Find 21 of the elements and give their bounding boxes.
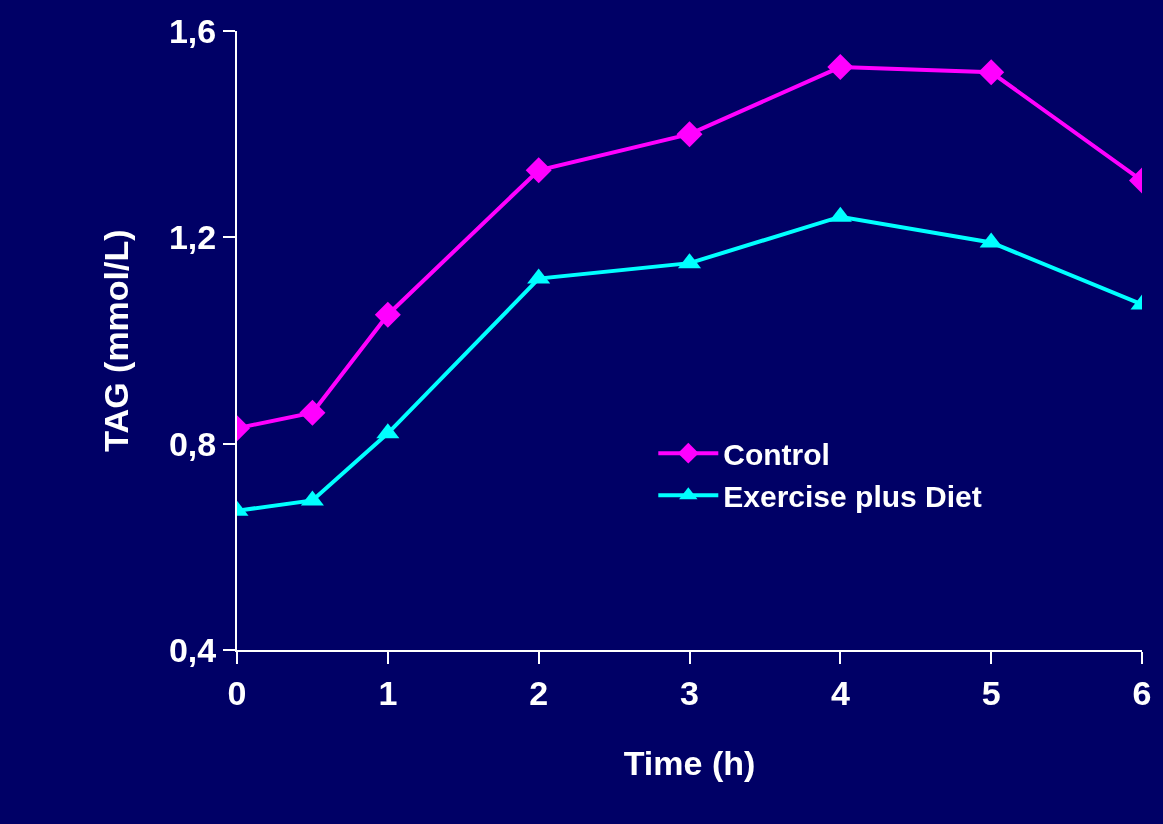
x-tick-label: 5 bbox=[981, 673, 1001, 712]
y-axis-title: TAG (mmol/L) bbox=[97, 229, 136, 452]
y-tick-label: 1,6 bbox=[168, 11, 217, 50]
y-tick-label: 0,8 bbox=[168, 424, 217, 463]
point bbox=[827, 54, 854, 81]
x-tick-label: 0 bbox=[227, 673, 247, 712]
legend-label: Control bbox=[723, 437, 830, 471]
x-tick-label: 4 bbox=[830, 673, 850, 712]
point bbox=[676, 121, 703, 148]
y-tick-label: 0,4 bbox=[168, 630, 217, 669]
point bbox=[978, 59, 1005, 86]
x-tick-label: 6 bbox=[1132, 673, 1152, 712]
y-tick-label: 1,2 bbox=[168, 218, 217, 257]
x-tick-label: 2 bbox=[529, 673, 549, 712]
legend-label: Exercise plus Diet bbox=[723, 479, 982, 513]
x-tick-label: 1 bbox=[378, 673, 398, 712]
x-tick-label: 3 bbox=[680, 673, 699, 712]
point bbox=[374, 301, 401, 328]
point bbox=[525, 157, 552, 184]
point bbox=[299, 399, 326, 426]
x-axis-title: Time (h) bbox=[623, 743, 756, 782]
